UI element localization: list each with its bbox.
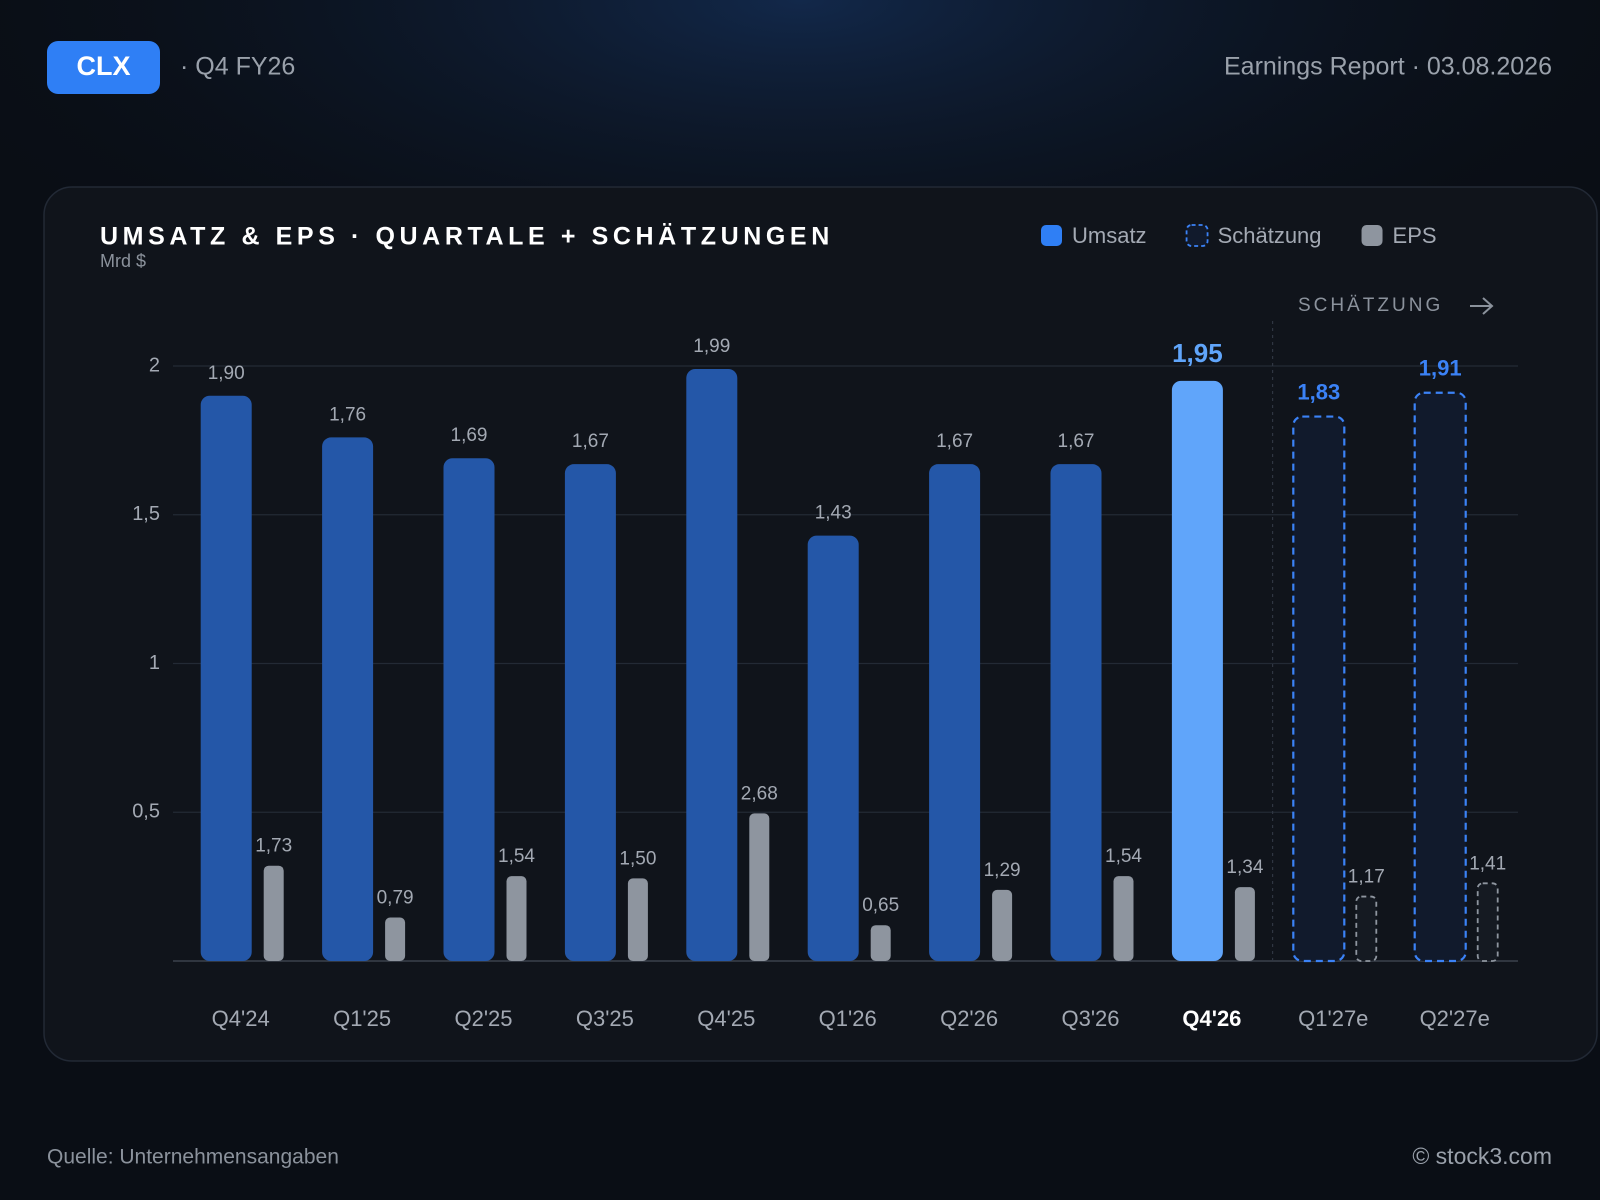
eps-bar — [506, 876, 527, 961]
eps-bar — [1113, 876, 1134, 961]
x-tick-label: Q2'26 — [940, 1006, 998, 1031]
estimate-arrow — [1470, 297, 1494, 315]
ticker-badge — [47, 41, 160, 94]
x-tick-label: Q4'26 — [1182, 1006, 1241, 1031]
revenue-bar — [322, 437, 374, 961]
x-tick-label: Q1'25 — [333, 1006, 391, 1031]
eps-value-label: 1,54 — [1105, 846, 1142, 867]
eps-value-label: 0,79 — [377, 887, 414, 908]
revenue-value-label: 1,43 — [815, 503, 852, 524]
estimate-bar — [1292, 415, 1346, 963]
revenue-bar — [1050, 464, 1102, 961]
y-tick-label: 2 — [149, 354, 160, 376]
revenue-bar — [200, 395, 252, 961]
eps-bar — [1234, 887, 1255, 961]
estimate-bar — [1413, 391, 1467, 963]
y-tick-label: 0,5 — [132, 801, 160, 823]
x-tick-label: Q1'26 — [819, 1006, 877, 1031]
eps-bar — [385, 917, 406, 961]
ticker: CLX — [77, 51, 131, 81]
revenue-value-label: 1,67 — [936, 431, 973, 452]
eps-bar — [870, 925, 891, 961]
revenue-bar — [443, 458, 495, 961]
legend-label: EPS — [1393, 223, 1437, 248]
eps-value-label: 1,17 — [1348, 867, 1385, 888]
credit: © stock3.com — [1412, 1143, 1552, 1169]
x-tick-label: Q3'26 — [1061, 1006, 1119, 1031]
legend-swatch — [1361, 225, 1383, 246]
eps-value-label: 1,34 — [1226, 857, 1263, 878]
estimate-annotation: SCHÄTZUNG — [1298, 295, 1443, 316]
revenue-bar — [686, 368, 738, 962]
eps-value-label: 2,68 — [741, 783, 778, 804]
eps-bar — [749, 813, 770, 961]
eps-bar — [263, 865, 284, 961]
revenue-bar — [564, 464, 616, 961]
legend-label: Umsatz — [1072, 223, 1147, 248]
x-tick-label: Q4'24 — [212, 1006, 270, 1031]
eps-value-label: 1,41 — [1469, 853, 1506, 874]
estimate-value-label: 1,91 — [1419, 356, 1462, 381]
revenue-bar — [1171, 380, 1223, 961]
legend-swatch — [1041, 225, 1062, 246]
revenue-value-label: 1,76 — [329, 404, 366, 425]
eps-value-label: 1,50 — [619, 848, 656, 869]
eps-value-label: 1,54 — [498, 846, 535, 867]
eps-value-label: 1,29 — [984, 860, 1021, 881]
y-tick-label: 1,5 — [132, 503, 160, 525]
report-date: Earnings Report · 03.08.2026 — [1224, 53, 1552, 81]
eps-bar — [627, 878, 648, 961]
eps-value-label: 0,65 — [862, 895, 899, 916]
revenue-value-label: 1,67 — [1058, 431, 1095, 452]
eps-bar-estimate — [1355, 895, 1378, 962]
chart-title: UMSATZ & EPS · QUARTALE + SCHÄTZUNGEN — [100, 223, 834, 251]
y-tick-label: 1 — [149, 652, 160, 674]
eps-bar-estimate — [1476, 882, 1499, 962]
x-tick-label: Q3'25 — [576, 1006, 634, 1031]
revenue-value-label: 1,95 — [1172, 338, 1223, 368]
revenue-value-label: 1,99 — [693, 336, 730, 357]
period: · Q4 FY26 — [180, 53, 295, 81]
revenue-value-label: 1,67 — [572, 431, 609, 452]
revenue-bar — [807, 535, 859, 961]
revenue-bar — [929, 464, 981, 961]
estimate-value-label: 1,83 — [1297, 379, 1340, 404]
legend-label: Schätzung — [1218, 223, 1322, 248]
eps-value-label: 1,73 — [255, 836, 292, 857]
x-tick-label: Q1'27e — [1298, 1006, 1368, 1031]
legend-swatch — [1185, 224, 1209, 247]
x-tick-label: Q2'25 — [454, 1006, 512, 1031]
revenue-value-label: 1,90 — [208, 363, 245, 384]
x-tick-label: Q2'27e — [1420, 1006, 1490, 1031]
eps-bar — [992, 889, 1013, 961]
chart-subtitle: Mrd $ — [100, 251, 146, 271]
x-tick-label: Q4'25 — [697, 1006, 755, 1031]
revenue-value-label: 1,69 — [451, 425, 488, 446]
source: Quelle: Unternehmensangaben — [47, 1146, 339, 1169]
